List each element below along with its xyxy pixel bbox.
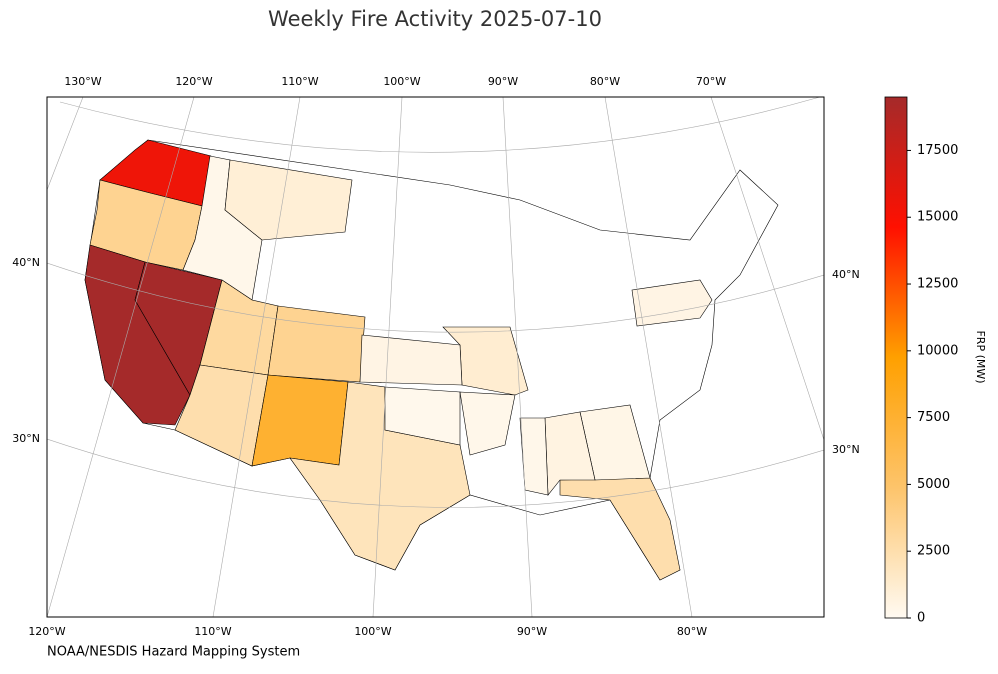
title: Weekly Fire Activity 2025-07-10: [268, 7, 602, 31]
colorbar-tick-label: 0: [917, 611, 925, 626]
colorbar-tick-label: 17500: [917, 143, 958, 158]
graticule-label: 130°W: [64, 75, 101, 88]
graticule-label: 120°W: [28, 625, 65, 638]
graticule-label: 40°N: [832, 268, 860, 281]
map: [47, 97, 824, 617]
region: [251, 374, 349, 467]
region: [224, 159, 353, 241]
region: [267, 305, 366, 383]
colorbar-tick-label: 12500: [917, 277, 958, 292]
region: [174, 364, 269, 467]
colorbar-label: FRP (MW): [974, 330, 987, 383]
graticule-label: 120°W: [175, 75, 212, 88]
graticule-label: 100°W: [383, 75, 420, 88]
graticule-label: 90°W: [488, 75, 518, 88]
colorbar-tick-label: 2500: [917, 544, 950, 559]
region: [359, 334, 463, 386]
graticule-label: 90°W: [517, 625, 547, 638]
region: [559, 477, 681, 581]
graticule: [47, 97, 824, 617]
region: [459, 391, 516, 456]
colorbar-tick-label: 10000: [917, 343, 958, 358]
region: [384, 386, 461, 446]
colorbar-tick-label: 5000: [917, 477, 950, 492]
colorbar: [884, 96, 908, 619]
graticule-label: 110°W: [281, 75, 318, 88]
colorbar-tick-label: 15000: [917, 210, 958, 225]
graticule-label: 30°N: [12, 432, 40, 445]
graticule-label: 30°N: [832, 443, 860, 456]
map-frame: [46, 96, 825, 618]
graticule-label: 110°W: [194, 625, 231, 638]
graticule-label: 70°W: [696, 75, 726, 88]
colorbar-tick-label: 7500: [917, 410, 950, 425]
graticule-label: 80°W: [677, 625, 707, 638]
source: NOAA/NESDIS Hazard Mapping System: [47, 645, 300, 660]
graticule-label: 100°W: [354, 625, 391, 638]
graticule-label: 80°W: [590, 75, 620, 88]
region: [631, 279, 713, 327]
graticule-label: 40°N: [12, 256, 40, 269]
